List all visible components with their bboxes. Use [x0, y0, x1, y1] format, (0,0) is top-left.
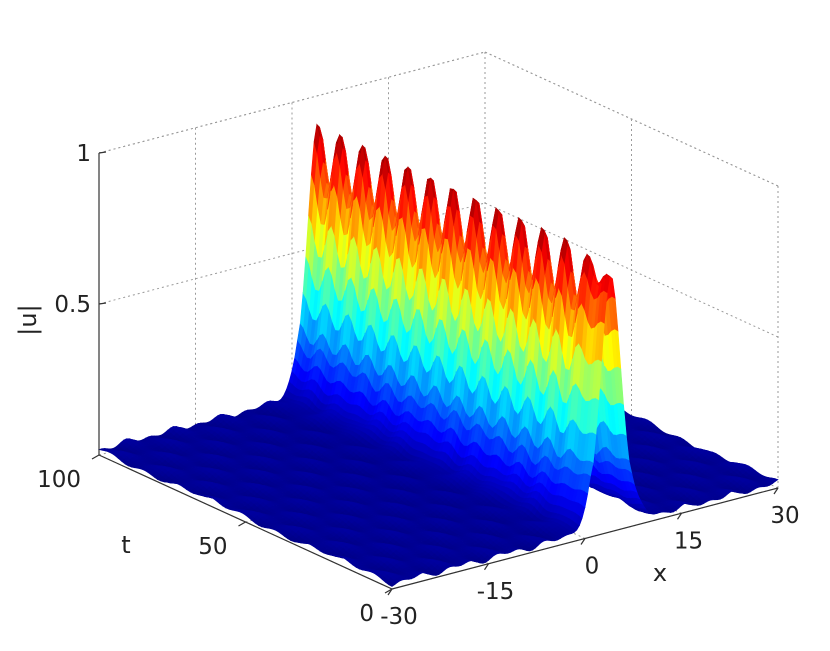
grid-line: [484, 202, 779, 338]
grid-line: [98, 51, 486, 154]
surface-mesh: [97, 123, 779, 587]
grid-line: [98, 202, 486, 305]
grid-line: [484, 51, 779, 187]
